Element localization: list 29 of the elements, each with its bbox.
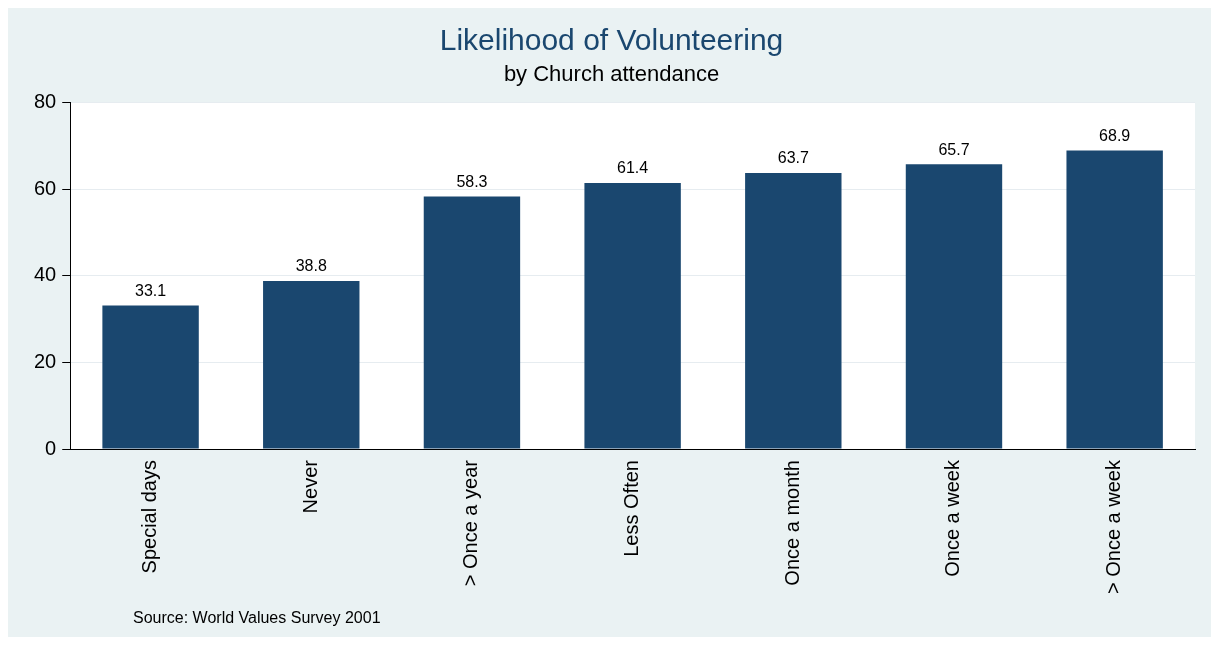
data-label: 61.4 [617, 159, 649, 177]
bar [905, 164, 1003, 449]
x-tick-label: Less Often [620, 460, 643, 557]
y-tick-label: 80 [34, 89, 57, 112]
bar [1066, 150, 1163, 449]
x-tick-label: Once a month [780, 460, 803, 586]
y-tick-label: 40 [34, 263, 57, 286]
bar [745, 173, 842, 449]
y-tick-label: 20 [34, 349, 57, 372]
data-label: 68.9 [1099, 126, 1131, 144]
x-tick-label: Once a week [941, 459, 964, 577]
chart-subtitle: by Church attendance [503, 61, 720, 87]
source-note: Source: World Values Survey 2001 [133, 609, 381, 627]
bar [102, 305, 199, 449]
bar [263, 280, 360, 449]
chart-title: Likelihood of Volunteering [439, 23, 784, 57]
data-label: 65.7 [938, 140, 970, 158]
bar [423, 196, 521, 449]
x-tick-label: Never [298, 459, 321, 514]
data-label: 58.3 [456, 172, 488, 190]
data-label: 33.1 [135, 282, 167, 300]
y-tick-label: 0 [45, 436, 57, 459]
x-tick-label: > Once a week [1102, 459, 1125, 594]
bar [584, 182, 681, 449]
data-label: 38.8 [295, 257, 327, 275]
y-tick-label: 60 [34, 176, 57, 199]
x-tick-label: Special days [138, 460, 161, 574]
x-tick-label: > Once a year [459, 459, 482, 587]
data-label: 63.7 [777, 149, 809, 167]
